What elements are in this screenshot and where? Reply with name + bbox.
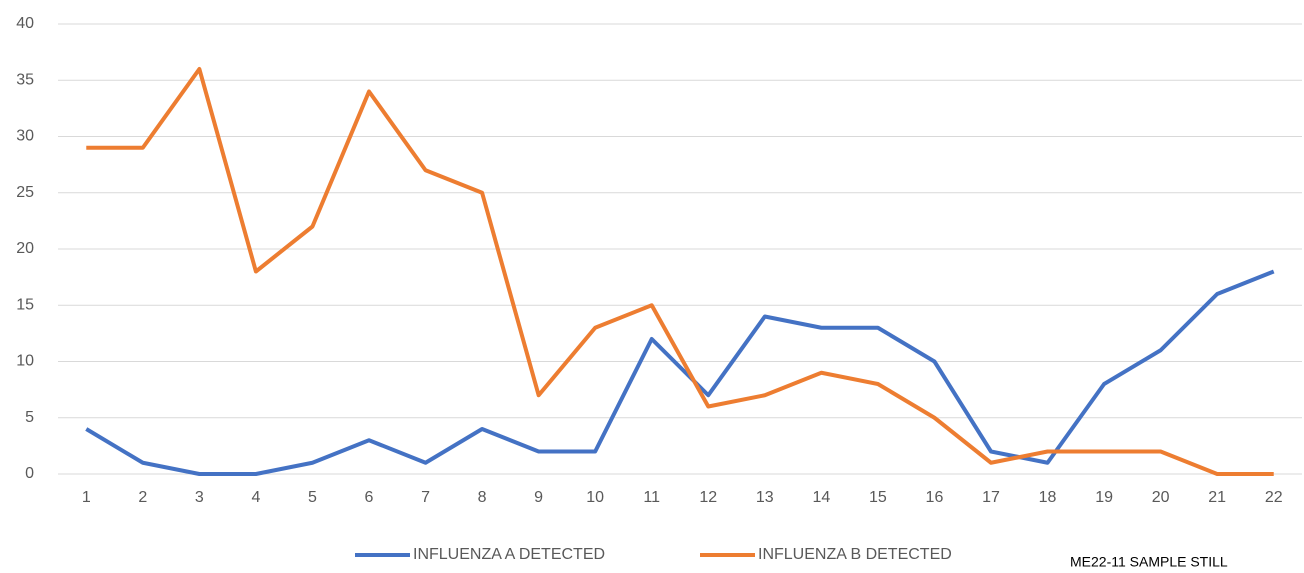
- x-tick-label: 5: [308, 489, 317, 506]
- x-tick-label: 18: [1039, 489, 1057, 506]
- x-tick-label: 6: [365, 489, 374, 506]
- x-tick-label: 7: [421, 489, 430, 506]
- x-tick-label: 4: [251, 489, 260, 506]
- x-tick-label: 22: [1265, 489, 1283, 506]
- x-tick-label: 1: [82, 489, 91, 506]
- series-line: [86, 67, 1274, 476]
- y-tick-label: 25: [16, 184, 34, 201]
- annotation: ME22-11 SAMPLE STILL: [1070, 554, 1228, 570]
- y-tick-label: 5: [25, 409, 34, 426]
- x-tick-label: 14: [812, 489, 830, 506]
- x-tick-label: 20: [1152, 489, 1170, 506]
- x-tick-label: 15: [869, 489, 887, 506]
- y-tick-label: 40: [16, 15, 34, 32]
- y-tick-label: 10: [16, 353, 34, 370]
- legend-label: INFLUENZA A DETECTED: [413, 546, 605, 563]
- x-tick-label: 19: [1095, 489, 1113, 506]
- legend-label: INFLUENZA B DETECTED: [758, 546, 952, 563]
- x-tick-label: 12: [699, 489, 717, 506]
- x-tick-label: 11: [643, 489, 660, 506]
- series-line: [85, 269, 1275, 476]
- x-tick-label: 21: [1208, 489, 1226, 506]
- y-tick-label: 0: [25, 465, 34, 482]
- y-tick-label: 20: [16, 240, 34, 257]
- x-tick-label: 17: [982, 489, 1000, 506]
- x-tick-label: 2: [138, 489, 147, 506]
- y-tick-label: 35: [16, 71, 34, 88]
- x-tick-label: 10: [586, 489, 604, 506]
- x-tick-label: 9: [534, 489, 543, 506]
- x-tick-label: 8: [478, 489, 487, 506]
- x-tick-label: 3: [195, 489, 204, 506]
- y-tick-label: 15: [16, 296, 34, 313]
- y-tick-label: 30: [16, 128, 34, 145]
- x-tick-label: 13: [756, 489, 774, 506]
- x-tick-label: 16: [926, 489, 944, 506]
